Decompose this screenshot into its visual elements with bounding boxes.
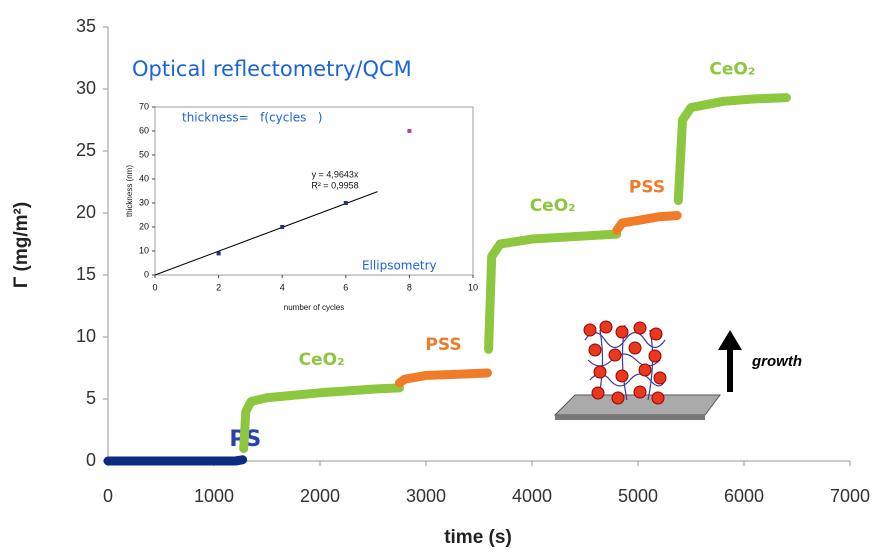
annotation: growth	[751, 353, 802, 370]
point	[216, 251, 221, 256]
series-label: CeO₂	[299, 350, 345, 370]
series-label: PSS	[629, 177, 665, 197]
inset-y-tick-label: 10	[139, 245, 149, 255]
inset-y-tick-label: 60	[139, 125, 149, 135]
x-tick-label: 7000	[830, 486, 870, 506]
method-label: Ellipsometry	[362, 259, 437, 273]
equation: y = 4,9643x	[312, 169, 359, 179]
inset-x-tick-label: 0	[152, 282, 157, 292]
y-axis-title: Γ (mg/m²)	[11, 202, 32, 288]
inset-x-tick-label: 8	[407, 282, 412, 292]
series-line	[103, 455, 248, 466]
x-axis-title: time (s)	[444, 527, 512, 548]
y-tick-label: 20	[76, 202, 96, 222]
y-tick-label: 15	[76, 264, 96, 284]
inset-x-tick-label: 2	[216, 282, 221, 292]
y-tick-label: 0	[86, 450, 96, 470]
inset-x-axis-title: number of cycles	[284, 303, 344, 312]
y-tick-label: 35	[76, 16, 96, 36]
inset-y-tick-label: 40	[139, 173, 149, 183]
chart-title: Optical reflectometry/QCM	[132, 57, 412, 81]
x-tick-label: 4000	[512, 486, 552, 506]
inset-x-tick-label: 6	[343, 282, 348, 292]
point	[407, 129, 412, 133]
x-tick-label: 2000	[300, 486, 340, 506]
y-tick-label: 30	[76, 78, 96, 98]
x-tick-label: 1000	[194, 486, 234, 506]
series-line	[612, 210, 682, 235]
inset-x-tick-label: 10	[468, 282, 478, 292]
inset-plot-border	[154, 106, 474, 276]
r-squared: R² = 0,9958	[311, 180, 358, 190]
x-tick-label: 6000	[724, 486, 764, 506]
x-tick-label: 3000	[406, 486, 446, 506]
series-line	[239, 383, 404, 454]
inset-x-tick-label: 4	[280, 282, 285, 292]
point	[280, 225, 285, 229]
y-tick-label: 25	[76, 140, 96, 160]
point	[343, 201, 348, 205]
inset-title: thickness= f(cycles )	[182, 111, 322, 125]
inset-y-tick-label: 70	[139, 101, 149, 111]
inset-y-tick-label: 30	[139, 197, 149, 207]
series-label: CeO₂	[530, 196, 576, 216]
x-tick-label: 5000	[618, 486, 658, 506]
inset-background	[118, 97, 483, 319]
inset-y-tick-label: 0	[144, 269, 149, 279]
trendline	[154, 191, 378, 276]
inset-y-axis-title: thickness (nm)	[125, 165, 134, 217]
x-tick-label: 0	[103, 486, 113, 506]
series-label: CeO₂	[709, 60, 755, 80]
inset-y-tick-label: 20	[139, 221, 149, 231]
series-label: PSS	[425, 335, 461, 355]
series-line	[673, 93, 791, 206]
inset-y-tick-label: 50	[139, 149, 149, 159]
y-tick-label: 5	[86, 388, 96, 408]
growth-illustration	[553, 320, 742, 420]
y-tick-label: 10	[76, 326, 96, 346]
inset-chart: 0 10 20 30 40 50 60 70 0 2 4 6 8 10 number of cycles th…	[118, 97, 483, 319]
series-line	[484, 229, 622, 354]
series-line	[395, 368, 492, 388]
